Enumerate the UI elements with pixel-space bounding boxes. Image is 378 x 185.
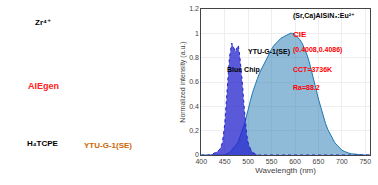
svg-text:500: 500 — [242, 158, 254, 165]
svg-text:1.2: 1.2 — [189, 5, 199, 12]
svg-text:H₄TCPE: H₄TCPE — [27, 139, 59, 148]
svg-text:YTU-G-1(SE): YTU-G-1(SE) — [84, 141, 132, 150]
svg-text:700: 700 — [336, 158, 348, 165]
svg-text:0.8: 0.8 — [189, 54, 199, 61]
svg-text:0.2: 0.2 — [189, 127, 199, 134]
svg-text:650: 650 — [313, 158, 325, 165]
svg-text:Blue Chip: Blue Chip — [227, 66, 260, 74]
svg-text:0.4: 0.4 — [189, 103, 199, 110]
svg-text:CCT=3736K: CCT=3736K — [293, 66, 332, 73]
svg-text:AIEgen: AIEgen — [28, 81, 59, 91]
svg-text:1: 1 — [195, 30, 199, 37]
svg-text:0.6: 0.6 — [189, 78, 199, 85]
svg-text:600: 600 — [289, 158, 301, 165]
svg-text:Zr⁴⁺: Zr⁴⁺ — [35, 18, 51, 27]
svg-text:(0.4008,0.4086): (0.4008,0.4086) — [293, 46, 342, 54]
svg-text:Ra=88.2: Ra=88.2 — [293, 84, 320, 91]
svg-text:YTU-G-1(SE): YTU-G-1(SE) — [248, 48, 290, 56]
svg-text:550: 550 — [266, 158, 278, 165]
svg-text:Wavelength (nm): Wavelength (nm) — [255, 166, 316, 175]
svg-text:(Sr,Ca)AlSiN₃:Eu²⁺: (Sr,Ca)AlSiN₃:Eu²⁺ — [293, 12, 355, 20]
svg-text:Normalized intensity (a.u.): Normalized intensity (a.u.) — [179, 41, 187, 122]
svg-text:750: 750 — [359, 158, 371, 165]
svg-text:400: 400 — [195, 158, 207, 165]
svg-text:450: 450 — [219, 158, 231, 165]
svg-text:0: 0 — [195, 151, 199, 158]
svg-text:CIE: CIE — [293, 30, 307, 39]
